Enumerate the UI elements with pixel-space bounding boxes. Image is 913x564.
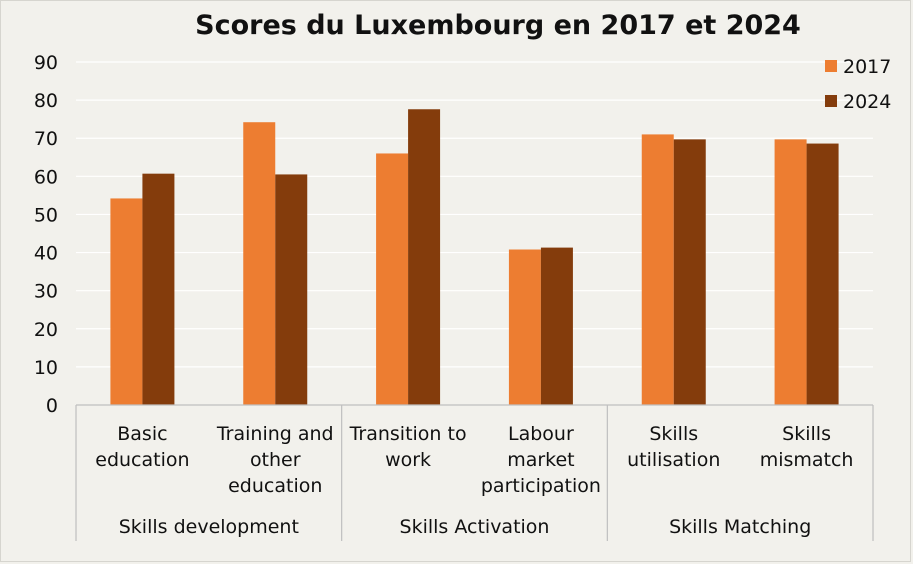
category-label-line: Skills bbox=[782, 423, 831, 445]
category-label: Transition to work bbox=[349, 423, 467, 471]
category-label-line: education bbox=[228, 475, 322, 497]
category-label-line: participation bbox=[481, 475, 601, 497]
bar-2017-0 bbox=[110, 198, 143, 405]
category-label-line: mismatch bbox=[760, 449, 854, 471]
group-label: Skills development bbox=[119, 516, 299, 538]
gridlines bbox=[76, 61, 873, 368]
y-tick-label: 30 bbox=[34, 281, 58, 303]
y-tick-label: 50 bbox=[34, 204, 58, 226]
category-label: Skills utilisation bbox=[627, 423, 720, 471]
y-tick-label: 90 bbox=[34, 52, 58, 74]
category-label: Labour market participation bbox=[481, 423, 601, 497]
y-tick-label: 0 bbox=[46, 395, 58, 417]
chart-title: Scores du Luxembourg en 2017 et 2024 bbox=[195, 10, 801, 41]
category-label-line: market bbox=[507, 449, 574, 471]
category-label-line: utilisation bbox=[627, 449, 720, 471]
legend: 2017 2024 bbox=[825, 56, 891, 113]
bar-2024-2 bbox=[408, 109, 441, 405]
legend-swatch-2024 bbox=[825, 95, 837, 107]
category-label: Training and other education bbox=[216, 423, 334, 497]
category-label-line: Skills bbox=[649, 423, 698, 445]
category-label-line: Transition to bbox=[349, 423, 467, 445]
group-label: Skills Matching bbox=[669, 516, 811, 538]
bar-2024-1 bbox=[275, 174, 308, 405]
y-tick-label: 60 bbox=[34, 166, 58, 188]
category-label-line: other bbox=[250, 449, 301, 471]
bar-2024-3 bbox=[540, 247, 573, 405]
y-tick-label: 80 bbox=[34, 90, 58, 112]
bar-2024-5 bbox=[806, 143, 839, 405]
group-labels: Skills development Skills Activation Skill… bbox=[119, 516, 812, 538]
category-label-line: education bbox=[95, 449, 189, 471]
bars bbox=[110, 109, 839, 406]
category-label-line: Labour bbox=[508, 423, 574, 445]
legend-label: 2024 bbox=[843, 91, 891, 113]
bar-2017-4 bbox=[641, 134, 674, 405]
category-labels: Basic education Training and other education… bbox=[95, 423, 853, 497]
group-label: Skills Activation bbox=[400, 516, 550, 538]
bar-2024-0 bbox=[142, 173, 175, 405]
bar-2017-1 bbox=[243, 122, 276, 406]
bar-2017-5 bbox=[774, 139, 807, 406]
y-tick-label: 40 bbox=[34, 243, 58, 265]
category-label: Basic education bbox=[95, 423, 189, 471]
y-tick-label: 20 bbox=[34, 319, 58, 341]
bar-2024-4 bbox=[673, 139, 706, 406]
axes bbox=[75, 404, 874, 541]
legend-label: 2017 bbox=[843, 56, 891, 78]
bar-2017-3 bbox=[508, 249, 541, 405]
legend-swatch-2017 bbox=[825, 60, 837, 72]
category-label-line: Basic bbox=[117, 423, 167, 445]
category-label: Skills mismatch bbox=[760, 423, 854, 471]
bar-2017-2 bbox=[376, 153, 409, 405]
y-tick-label: 10 bbox=[34, 357, 58, 379]
y-tick-label: 70 bbox=[34, 128, 58, 150]
category-label-line: Training and bbox=[216, 423, 334, 445]
y-axis-ticks: 0 10 20 30 40 50 60 70 80 90 bbox=[34, 52, 58, 417]
category-label-line: work bbox=[385, 449, 431, 471]
